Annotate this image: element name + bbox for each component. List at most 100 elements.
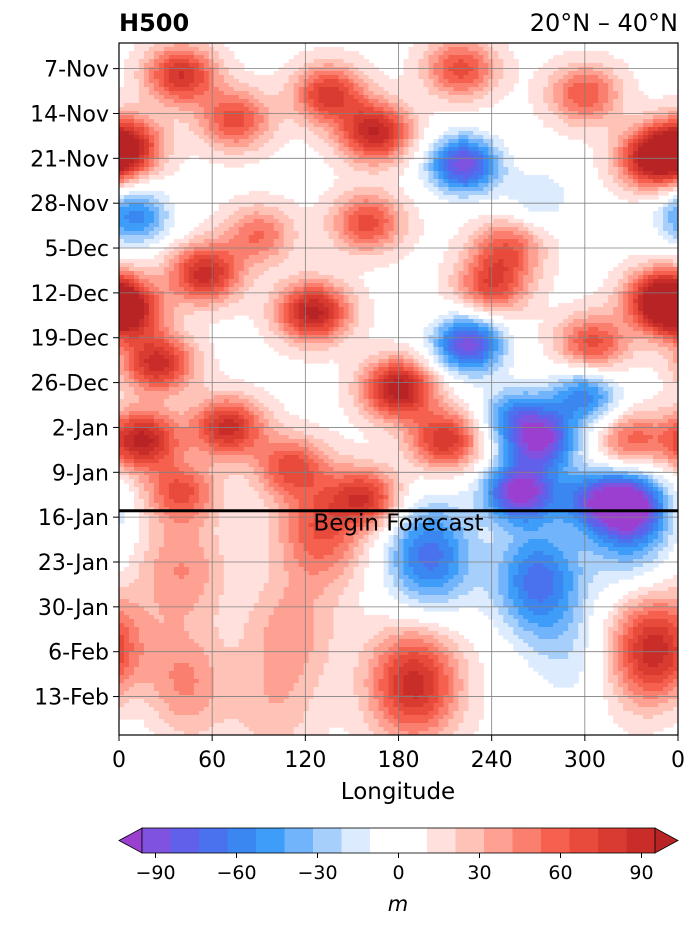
heatmap-cell — [658, 107, 664, 112]
heatmap-cell — [314, 147, 320, 152]
heatmap-cell — [254, 211, 260, 216]
heatmap-cell — [339, 203, 345, 208]
heatmap-cell — [658, 207, 664, 212]
heatmap-cell — [149, 135, 155, 140]
heatmap-cell — [588, 55, 594, 60]
heatmap-cell — [119, 159, 125, 164]
heatmap-cell — [638, 103, 644, 108]
heatmap-cell — [224, 163, 230, 168]
heatmap-cell — [628, 135, 634, 140]
heatmap-cell — [199, 43, 205, 48]
heatmap-cell — [119, 219, 125, 224]
heatmap-cell — [229, 91, 235, 96]
heatmap-cell — [408, 219, 414, 224]
heatmap-cell — [448, 167, 454, 172]
heatmap-cell — [129, 203, 135, 208]
heatmap-cell — [334, 59, 340, 64]
heatmap-cell — [628, 95, 634, 100]
heatmap-cell — [304, 271, 310, 276]
heatmap-cell — [134, 47, 140, 52]
heatmap-cell — [174, 151, 180, 156]
heatmap-cell — [578, 51, 584, 56]
heatmap-cell — [209, 51, 215, 56]
heatmap-cell — [468, 103, 474, 108]
heatmap-cell — [274, 195, 280, 200]
heatmap-cell — [289, 235, 295, 240]
heatmap-cell — [369, 123, 375, 128]
heatmap-cell — [149, 175, 155, 180]
heatmap-cell — [189, 63, 195, 68]
heatmap-cell — [254, 83, 260, 88]
heatmap-cell — [498, 71, 504, 76]
heatmap-cell — [523, 183, 529, 188]
heatmap-cell — [433, 43, 439, 48]
heatmap-cell — [129, 175, 135, 180]
heatmap-cell — [164, 279, 170, 284]
heatmap-cell — [374, 203, 380, 208]
heatmap-cell — [349, 239, 355, 244]
heatmap-cell — [144, 287, 150, 292]
heatmap-cell — [334, 211, 340, 216]
heatmap-cell — [219, 203, 225, 208]
heatmap-cell — [214, 107, 220, 112]
heatmap-cell — [364, 155, 370, 160]
heatmap-cell — [428, 171, 434, 176]
heatmap-cell — [289, 207, 295, 212]
heatmap-cell — [573, 87, 579, 92]
heatmap-cell — [483, 59, 489, 64]
heatmap-cell — [249, 75, 255, 80]
heatmap-cell — [384, 83, 390, 88]
heatmap-cell — [304, 231, 310, 236]
heatmap-cell — [124, 207, 130, 212]
heatmap-cell — [164, 167, 170, 172]
heatmap-cell — [628, 255, 634, 260]
heatmap-cell — [124, 179, 130, 184]
heatmap-cell — [433, 99, 439, 104]
heatmap-cell — [234, 219, 240, 224]
heatmap-cell — [413, 75, 419, 80]
heatmap-cell — [244, 139, 250, 144]
heatmap-cell — [498, 255, 504, 260]
heatmap-cell — [623, 131, 629, 136]
heatmap-cell — [453, 75, 459, 80]
heatmap-cell — [294, 131, 300, 136]
heatmap-cell — [628, 107, 634, 112]
heatmap-cell — [623, 115, 629, 120]
heatmap-cell — [668, 239, 674, 244]
heatmap-cell — [329, 215, 335, 220]
heatmap-cell — [453, 147, 459, 152]
heatmap-cell — [493, 139, 499, 144]
heatmap-cell — [299, 227, 305, 232]
heatmap-cell — [269, 219, 275, 224]
heatmap-cell — [129, 91, 135, 96]
heatmap-cell — [129, 223, 135, 228]
heatmap-cell — [643, 103, 649, 108]
heatmap-cell — [548, 243, 554, 248]
heatmap-cell — [134, 75, 140, 80]
heatmap-cell — [259, 151, 265, 156]
heatmap-cell — [618, 135, 624, 140]
heatmap-cell — [144, 99, 150, 104]
heatmap-cell — [478, 275, 484, 280]
heatmap-cell — [159, 95, 165, 100]
heatmap-cell — [239, 83, 245, 88]
heatmap-cell — [638, 123, 644, 128]
heatmap-cell — [518, 183, 524, 188]
heatmap-cell — [563, 95, 569, 100]
heatmap-cell — [468, 87, 474, 92]
heatmap-cell — [443, 155, 449, 160]
heatmap-cell — [154, 127, 160, 132]
heatmap-cell — [528, 259, 534, 264]
heatmap-cell — [179, 151, 185, 156]
heatmap-cell — [169, 251, 175, 256]
heatmap-cell — [359, 163, 365, 168]
heatmap-cell — [508, 59, 514, 64]
heatmap-cell — [134, 171, 140, 176]
heatmap-cell — [204, 283, 210, 288]
heatmap-cell — [174, 147, 180, 152]
heatmap-cell — [144, 191, 150, 196]
heatmap-cell — [209, 115, 215, 120]
heatmap-cell — [304, 215, 310, 220]
heatmap-cell — [558, 91, 564, 96]
heatmap-cell — [463, 195, 469, 200]
